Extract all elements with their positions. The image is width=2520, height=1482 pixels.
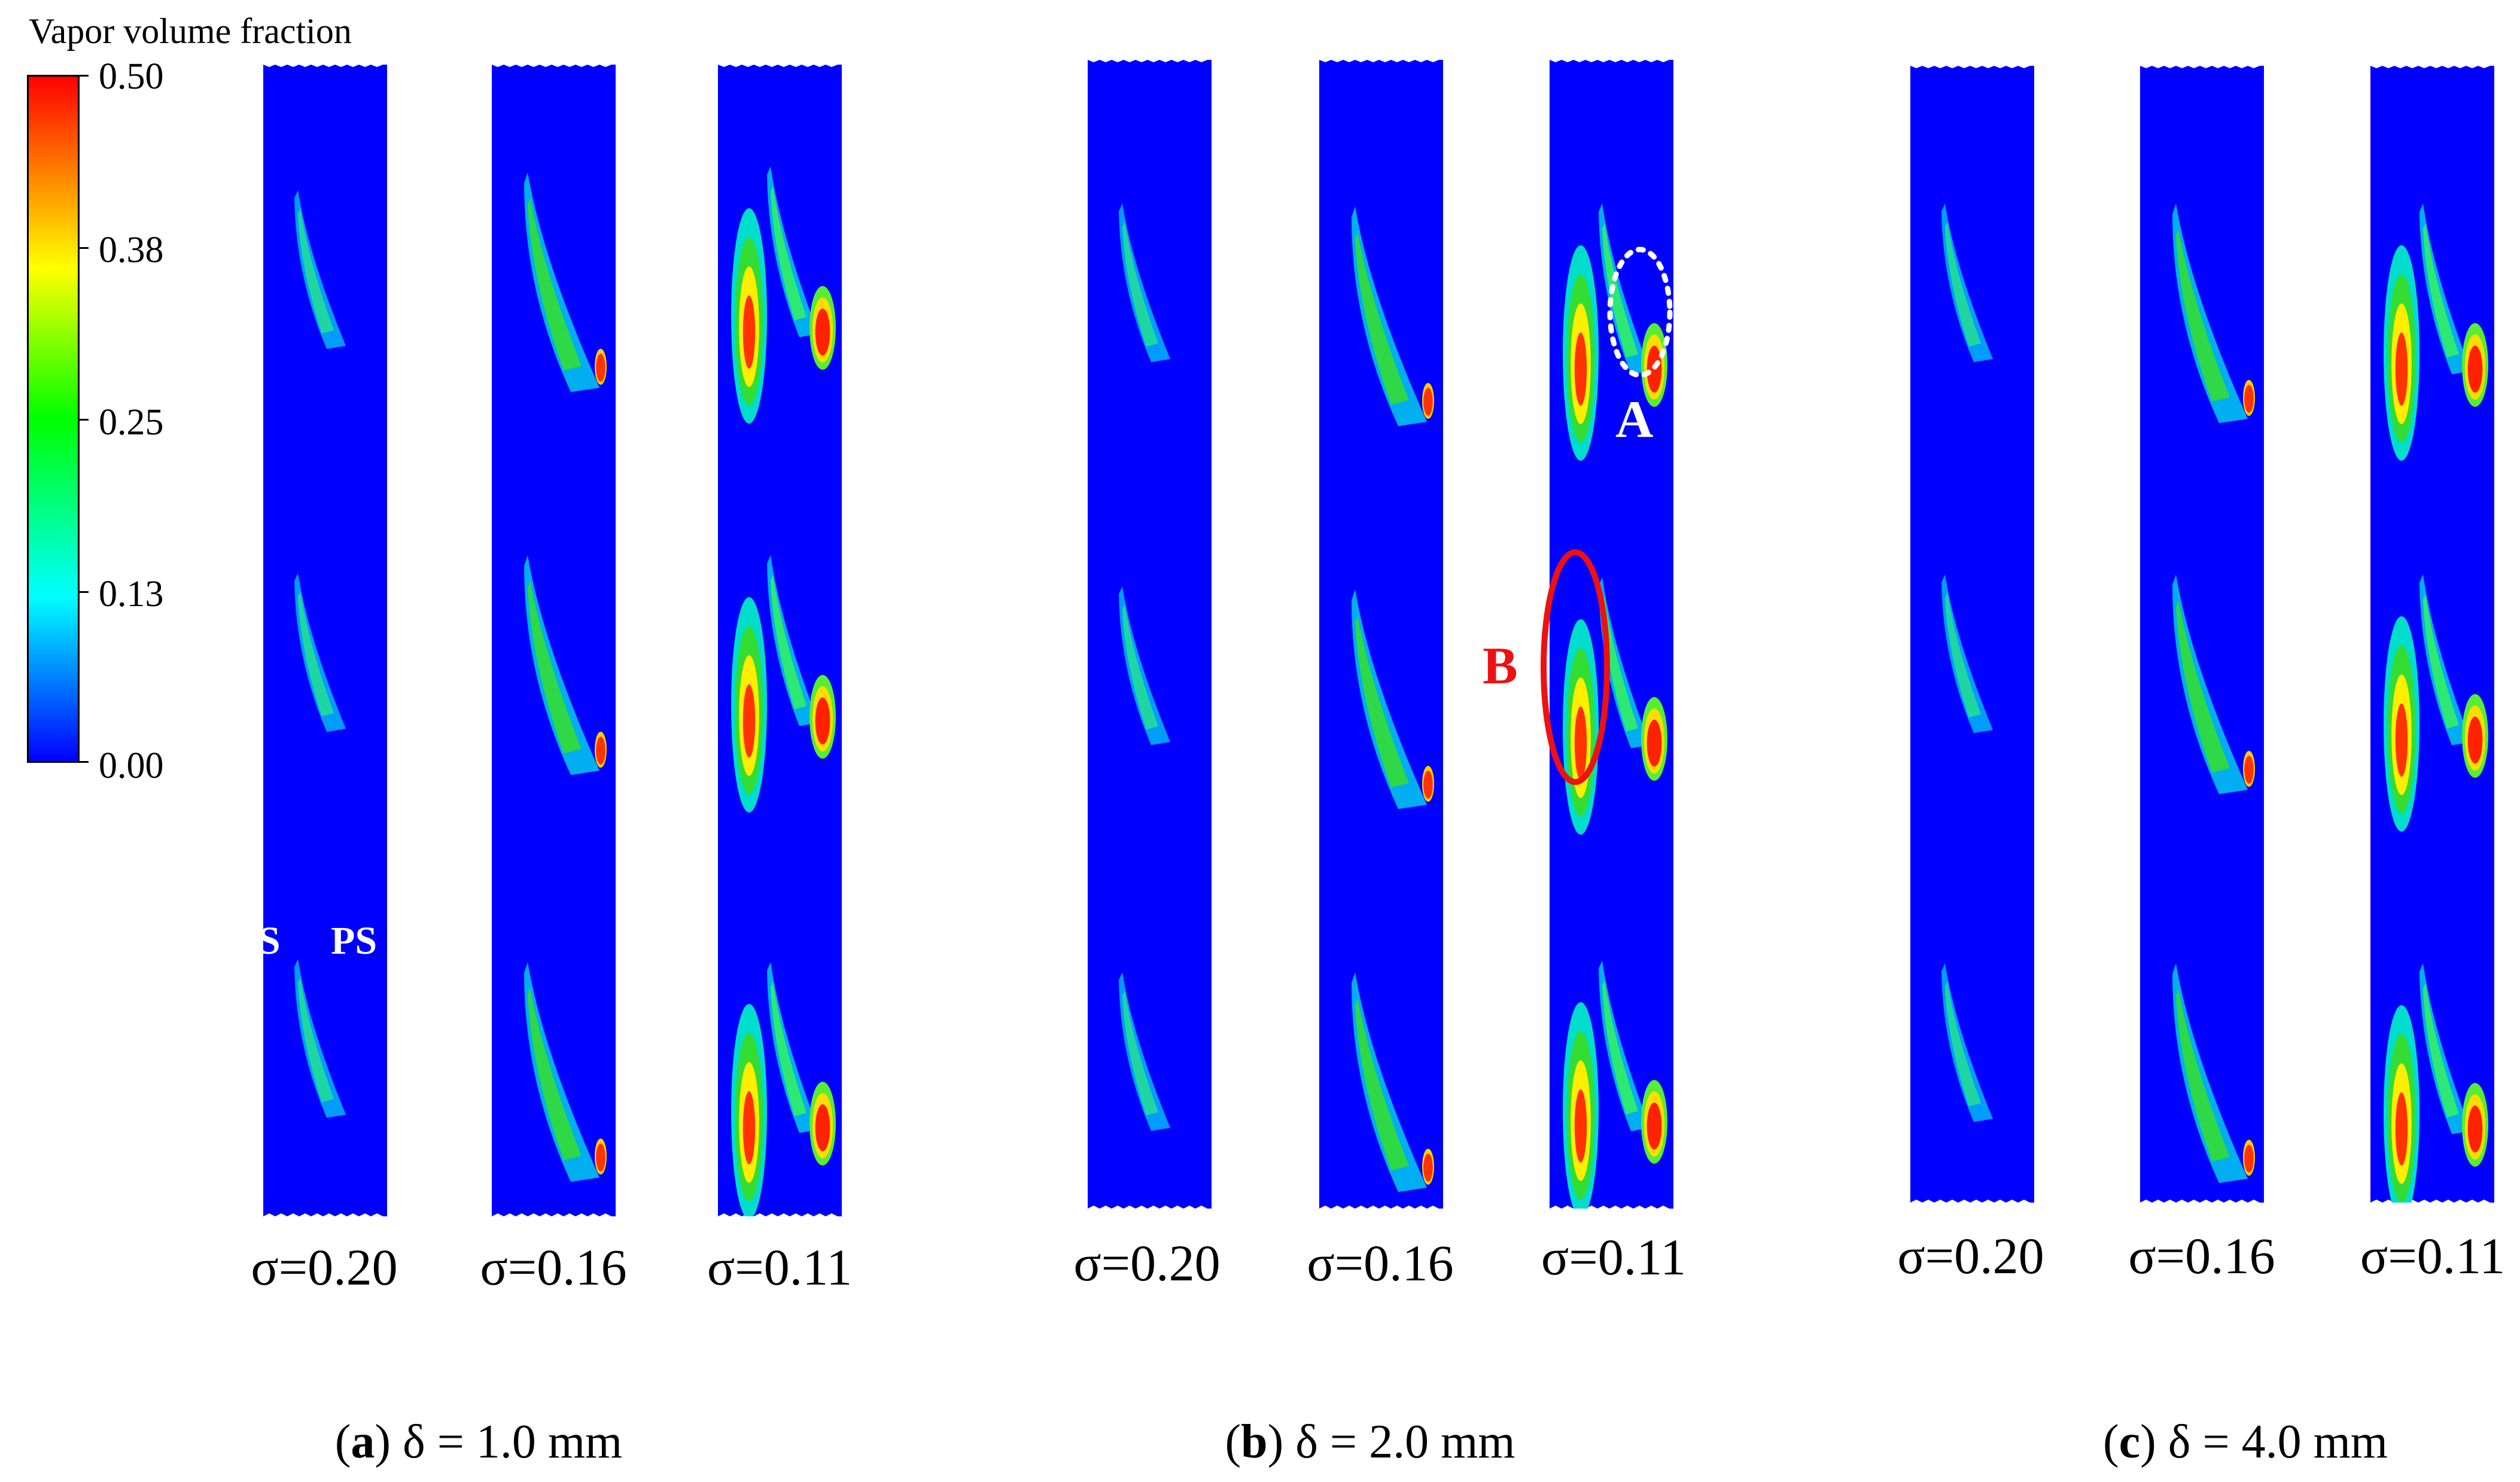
colorbar (27, 75, 80, 763)
contour-panel (1088, 60, 1212, 1209)
ellipse-a (1607, 247, 1673, 378)
contour-panel (492, 65, 616, 1216)
sigma-label: σ=0.11 (1541, 1228, 1687, 1286)
colorbar-tick-label: 0.13 (99, 574, 164, 614)
colorbar-tick-label: 0.00 (99, 745, 164, 786)
colorbar-tick-label: 0.50 (99, 56, 164, 97)
sigma-label: σ=0.11 (2360, 1227, 2506, 1285)
contour-panel (718, 65, 842, 1216)
caption-c: (c) δ = 4.0 mm (2102, 1416, 2388, 1468)
marker-b: B (1483, 637, 1518, 695)
sigma-label: σ=0.16 (2128, 1227, 2275, 1285)
sigma-label: σ=0.16 (480, 1238, 627, 1296)
suction-side-label: SS (236, 919, 281, 963)
colorbar-tick-label: 0.38 (99, 230, 164, 270)
caption-a: (a) δ = 1.0 mm (334, 1416, 623, 1468)
contour-panel (1319, 60, 1443, 1209)
pressure-side-label: PS (331, 919, 378, 963)
colorbar-title: Vapor volume fraction (29, 11, 352, 51)
contour-panel (2140, 66, 2264, 1203)
marker-a: A (1615, 391, 1654, 449)
sigma-label: σ=0.16 (1307, 1234, 1454, 1292)
contour-panel (2370, 66, 2494, 1203)
contour-panel (263, 65, 387, 1216)
sigma-label: σ=0.11 (707, 1238, 853, 1296)
sigma-label: σ=0.20 (251, 1238, 398, 1296)
sigma-label: σ=0.20 (1897, 1227, 2044, 1285)
ellipse-b (1541, 549, 1610, 785)
colorbar-tick-label: 0.25 (99, 402, 164, 443)
caption-b: (b) δ = 2.0 mm (1225, 1416, 1515, 1468)
contour-panel (1910, 66, 2034, 1203)
sigma-label: σ=0.20 (1073, 1234, 1221, 1292)
